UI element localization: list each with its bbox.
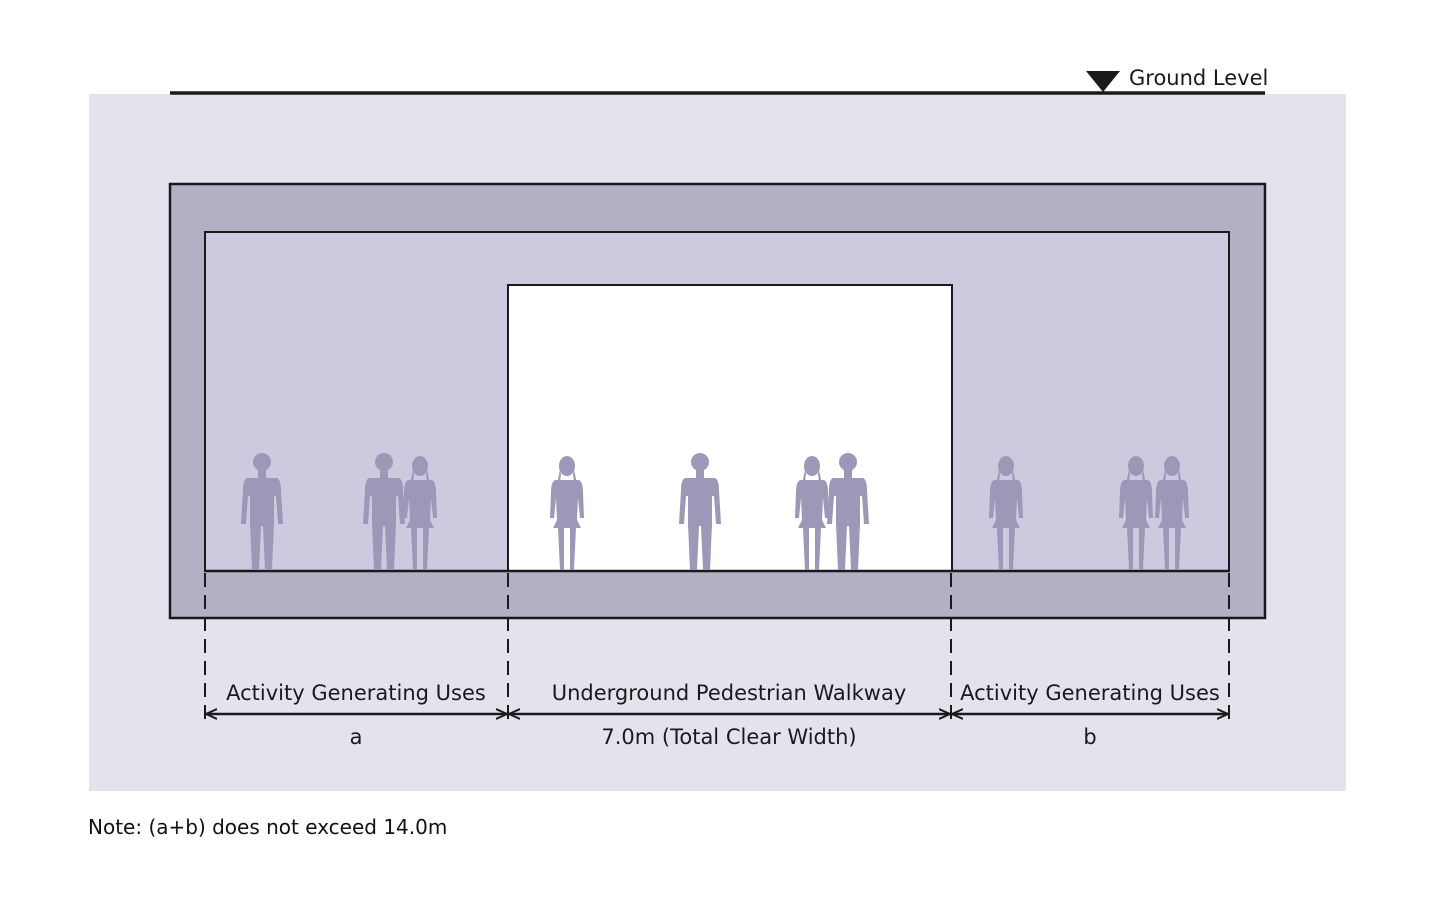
- ground-level-label: Ground Level: [1129, 66, 1268, 90]
- walkway-opening: [507, 284, 953, 572]
- dimension-value-a: a: [350, 725, 363, 749]
- dimension-value-b: b: [1083, 725, 1096, 749]
- footnote: Note: (a+b) does not exceed 14.0m: [88, 815, 448, 839]
- dimension-extension-lines: [204, 573, 1230, 722]
- dimension-value-walkway: 7.0m (Total Clear Width): [601, 725, 856, 749]
- zone-label-right: Activity Generating Uses: [960, 681, 1220, 705]
- zone-label-left: Activity Generating Uses: [226, 681, 486, 705]
- zone-label-walkway: Underground Pedestrian Walkway: [552, 681, 907, 705]
- ground-level-marker-icon: [1086, 71, 1120, 92]
